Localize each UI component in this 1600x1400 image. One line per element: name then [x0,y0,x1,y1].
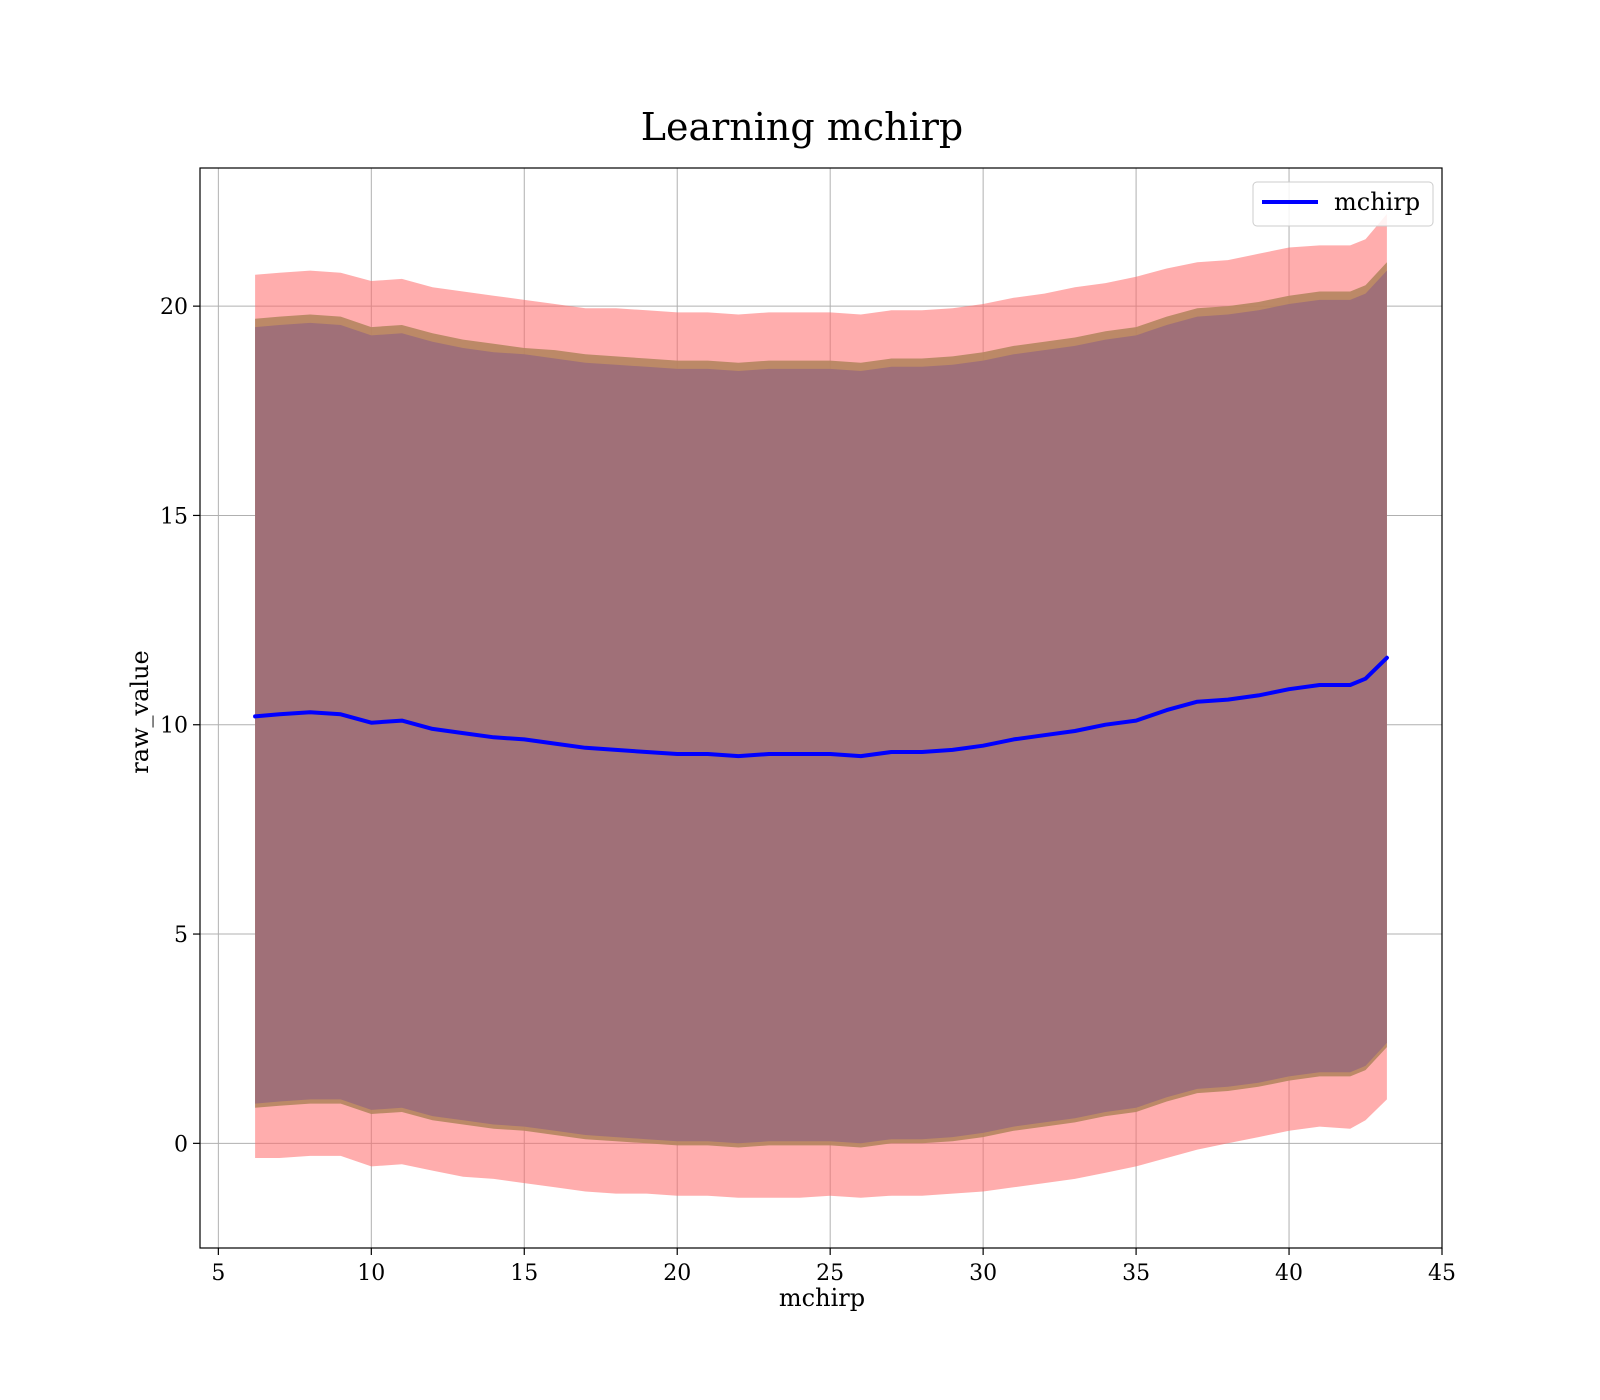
legend-label: mchirp [1334,188,1420,216]
bands-group [255,214,1387,1198]
series-line-mchirp [253,655,1389,759]
x-tick-label-10: 10 [357,1261,385,1286]
x-tick-label-20: 20 [663,1261,691,1286]
y-tick-label-5: 5 [174,923,188,948]
plot-area: 5 10 15 20 25 30 35 40 45 0 5 10 15 20 [160,167,1456,1286]
y-tick-label-0: 0 [174,1132,188,1157]
x-tick-label-45: 45 [1428,1261,1456,1286]
axes-frame [199,167,1443,1249]
legend-box [1252,181,1434,227]
x-tick-label-5: 5 [211,1261,225,1286]
x-tick-label-35: 35 [1122,1261,1150,1286]
legend: mchirp [1252,181,1434,227]
chart-title: Learning mchirp [641,105,963,149]
y-tick-label-15: 15 [160,504,188,529]
x-tick-label-30: 30 [969,1261,997,1286]
x-tick-label-15: 15 [510,1261,538,1286]
band-inner [255,270,1387,1144]
y-tick-label-20: 20 [160,295,188,320]
x-tick-label-40: 40 [1275,1261,1303,1286]
x-axis-title: mchirp [779,1284,865,1312]
x-tick-label-25: 25 [816,1261,844,1286]
y-axis-title: raw_value [126,650,154,774]
y-tick-label-10: 10 [160,714,188,739]
